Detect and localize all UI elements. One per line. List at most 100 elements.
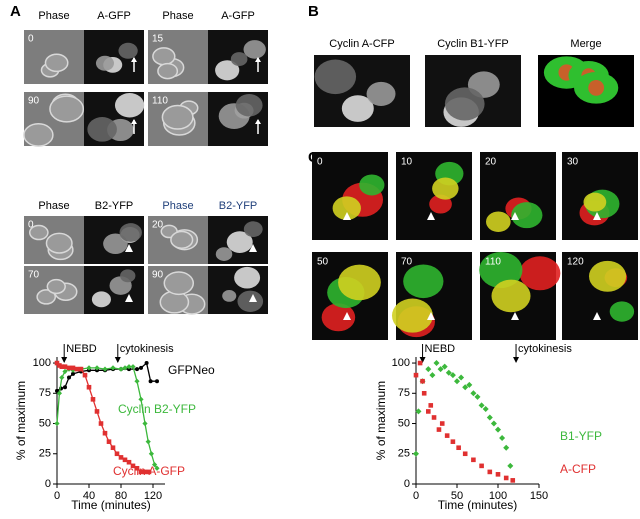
point	[142, 420, 148, 427]
cell	[332, 196, 361, 221]
micrograph	[208, 30, 268, 84]
micrograph	[314, 55, 410, 127]
x-tick-label: 40	[83, 490, 95, 502]
point	[135, 367, 139, 372]
annotation-arrow-head	[114, 357, 121, 363]
point	[118, 366, 124, 372]
point	[57, 363, 62, 368]
arrowhead	[125, 294, 133, 302]
image-label: A-GFP	[221, 10, 255, 22]
point	[130, 364, 136, 370]
point	[126, 364, 132, 370]
image-label: Phase	[162, 10, 193, 22]
y-tick-label: 0	[404, 478, 410, 490]
point	[102, 430, 108, 436]
point	[458, 374, 465, 381]
point	[138, 469, 144, 475]
image-label: 120	[567, 257, 584, 268]
image-bg	[84, 30, 144, 84]
point	[98, 421, 104, 426]
point	[74, 366, 80, 372]
cell	[314, 59, 357, 95]
cell	[519, 256, 561, 291]
cell	[36, 289, 57, 305]
point	[415, 408, 422, 415]
micrograph	[479, 251, 561, 340]
point	[134, 378, 140, 384]
point	[62, 368, 68, 375]
image-label: 20	[485, 157, 497, 168]
micrograph	[396, 152, 472, 240]
annotation-arrow-head	[513, 357, 520, 363]
x-tick-label: 80	[115, 490, 127, 502]
micrograph	[24, 216, 84, 264]
micrograph	[148, 92, 208, 146]
image-label: 70	[401, 257, 413, 268]
micrograph	[148, 216, 208, 264]
point	[495, 426, 501, 433]
image-label: Phase	[38, 200, 69, 212]
cell	[226, 231, 253, 253]
point	[130, 463, 136, 469]
micrograph	[148, 30, 208, 84]
point	[59, 364, 65, 369]
cell	[95, 55, 114, 71]
point	[63, 385, 67, 390]
x-tick-label: 0	[54, 490, 60, 502]
point	[126, 459, 132, 465]
cell	[23, 123, 54, 147]
x-tick-label: 50	[451, 490, 463, 502]
cell	[432, 177, 459, 200]
cell	[479, 251, 523, 289]
y-tick-label: 50	[39, 417, 51, 429]
point	[413, 450, 419, 457]
cell	[45, 232, 73, 254]
point	[66, 365, 72, 371]
y-tick-label: 100	[392, 357, 410, 369]
point	[94, 409, 100, 414]
y-tick-label: 100	[33, 357, 51, 369]
point	[420, 378, 425, 384]
series-line	[56, 362, 149, 473]
cell	[157, 62, 179, 80]
cell	[321, 303, 356, 332]
x-tick-label: 100	[489, 490, 507, 502]
image-label: 30	[567, 157, 579, 168]
cell	[403, 264, 444, 299]
point	[486, 414, 493, 421]
point	[106, 439, 112, 444]
cell	[91, 291, 111, 308]
point	[56, 390, 62, 396]
image-label: Phase	[38, 10, 69, 22]
point	[441, 363, 448, 370]
cell	[103, 233, 128, 254]
point	[490, 420, 497, 427]
point	[444, 433, 450, 438]
cell	[119, 223, 142, 242]
image-label: 10	[401, 157, 413, 168]
annotation: cytokinesis	[120, 343, 174, 355]
y-axis-label: % of maximum	[14, 381, 28, 460]
point	[122, 365, 128, 371]
nucleus	[588, 79, 605, 96]
point	[454, 378, 460, 385]
point	[138, 396, 144, 402]
arrowhead	[511, 212, 519, 220]
image-label: B2-YFP	[219, 200, 258, 212]
micrograph	[84, 216, 144, 264]
arrow-head	[131, 119, 137, 124]
arrowhead	[249, 294, 257, 302]
x-tick-label: 0	[413, 490, 419, 502]
point	[82, 372, 88, 378]
micrograph	[208, 92, 268, 146]
point	[413, 372, 419, 378]
annotation: cytokinesis	[518, 343, 572, 355]
point	[431, 415, 437, 420]
point	[146, 469, 152, 475]
point	[433, 360, 440, 367]
arrowhead	[125, 244, 133, 252]
cell	[215, 247, 233, 261]
point	[487, 469, 493, 475]
micrograph	[312, 152, 388, 240]
point	[154, 465, 160, 471]
